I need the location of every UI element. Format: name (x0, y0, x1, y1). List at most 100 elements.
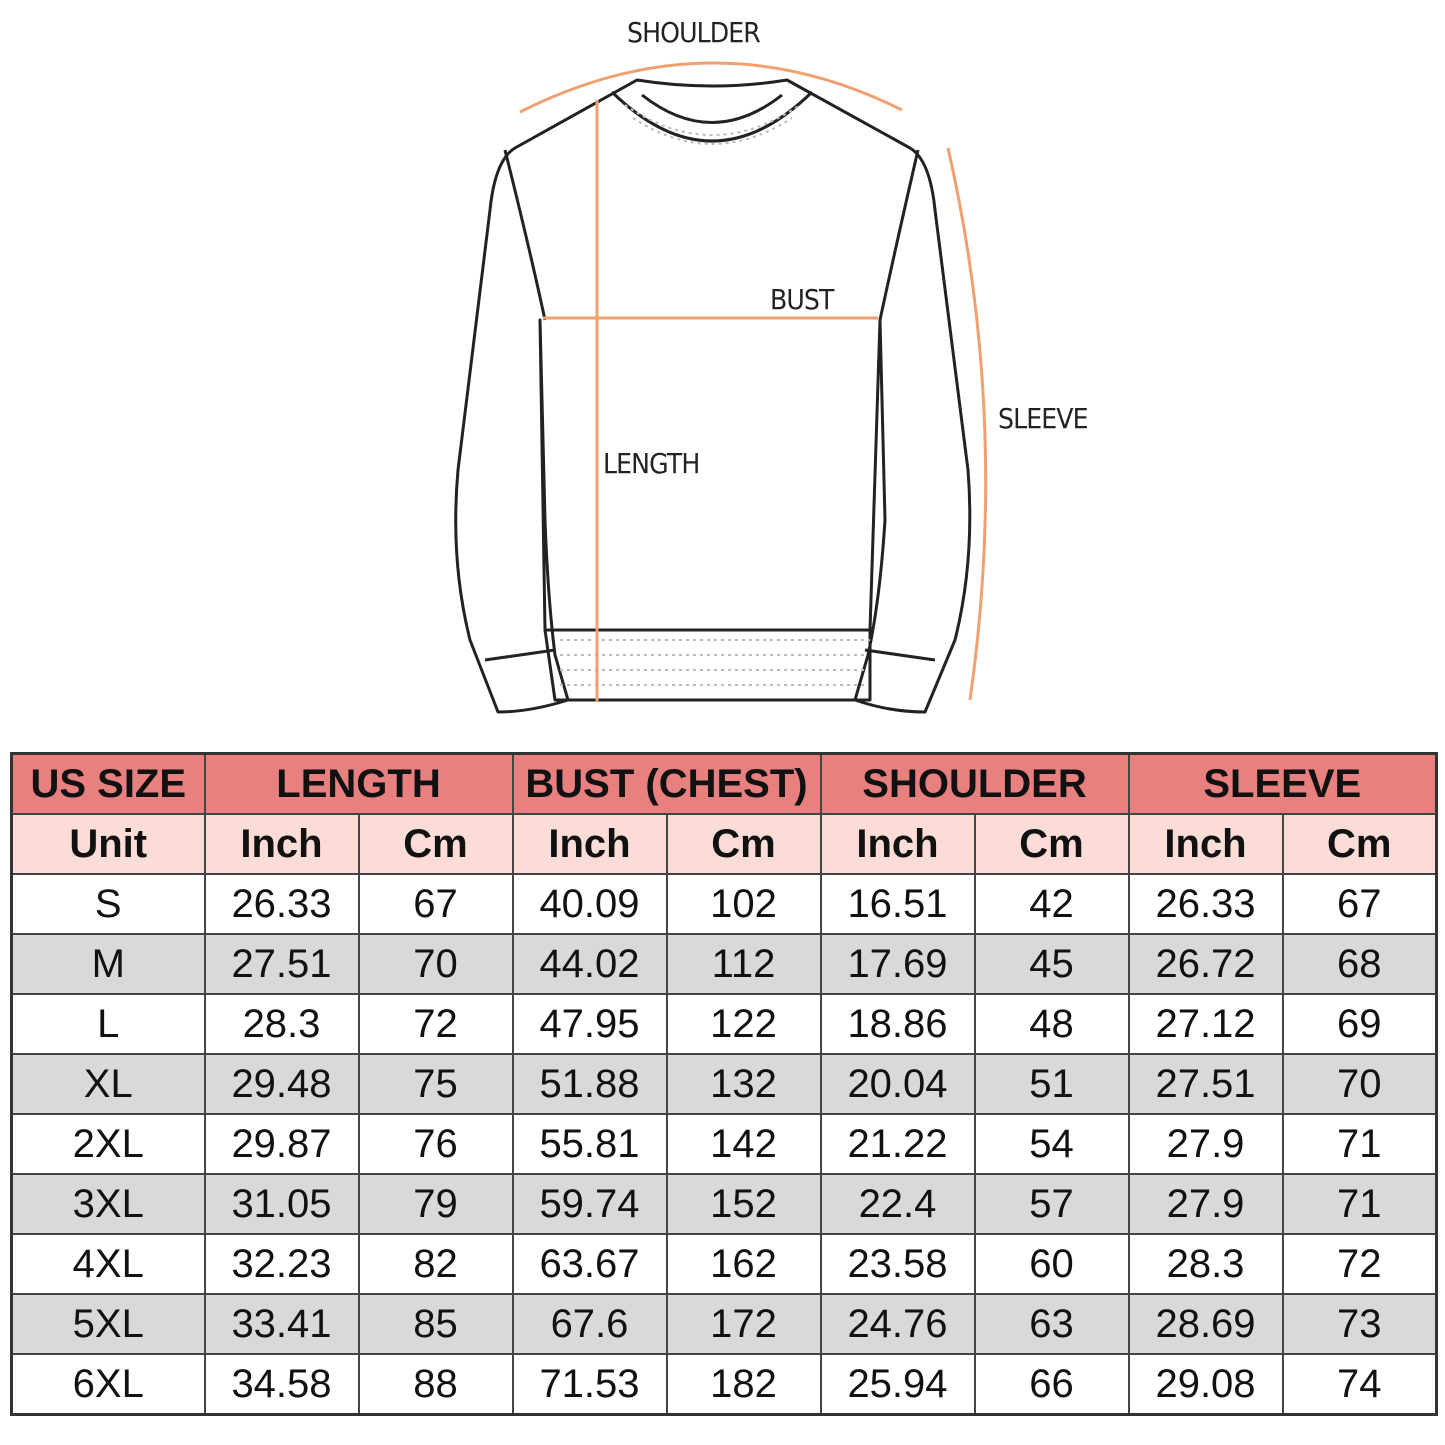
value-cell: 29.87 (203, 1113, 360, 1175)
value-cell: 18.86 (819, 993, 976, 1055)
value-cell: 71 (1281, 1173, 1438, 1235)
value-cell: 51 (973, 1053, 1130, 1115)
value-cell: 70 (357, 933, 514, 995)
value-cell: 55.81 (511, 1113, 668, 1175)
value-cell: 102 (665, 873, 822, 935)
unit-cell: Cm (1281, 813, 1438, 875)
value-cell: 29.08 (1127, 1353, 1284, 1416)
size-cell: 6XL (10, 1353, 206, 1416)
unit-cell: Inch (203, 813, 360, 875)
bust-label: BUST (770, 283, 834, 316)
value-cell: 63 (973, 1293, 1130, 1355)
value-cell: 27.51 (1127, 1053, 1284, 1115)
value-cell: 67 (357, 873, 514, 935)
value-cell: 142 (665, 1113, 822, 1175)
size-cell: 2XL (10, 1113, 206, 1175)
size-cell: L (10, 993, 206, 1055)
size-cell: S (10, 873, 206, 935)
value-cell: 88 (357, 1353, 514, 1416)
length-label: LENGTH (603, 447, 700, 480)
value-cell: 73 (1281, 1293, 1438, 1355)
value-cell: 20.04 (819, 1053, 976, 1115)
value-cell: 32.23 (203, 1233, 360, 1295)
table-row: M 27.51 70 44.02 112 17.69 45 26.72 68 (10, 933, 1438, 995)
table-row: 6XL 34.58 88 71.53 182 25.94 66 29.08 74 (10, 1353, 1438, 1416)
value-cell: 67 (1281, 873, 1438, 935)
value-cell: 17.69 (819, 933, 976, 995)
value-cell: 76 (357, 1113, 514, 1175)
unit-cell: Cm (665, 813, 822, 875)
sleeve-measure-line (946, 147, 988, 701)
sleeve-label: SLEEVE (998, 402, 1089, 435)
value-cell: 44.02 (511, 933, 668, 995)
value-cell: 45 (973, 933, 1130, 995)
value-cell: 51.88 (511, 1053, 668, 1115)
header-cell: BUST (CHEST) (511, 752, 822, 815)
size-cell: XL (10, 1053, 206, 1115)
value-cell: 66 (973, 1353, 1130, 1416)
header-cell: SLEEVE (1127, 752, 1438, 815)
size-cell: 5XL (10, 1293, 206, 1355)
header-row: US SIZE LENGTH BUST (CHEST) SHOULDER SLE… (10, 752, 1438, 815)
unit-cell: Cm (357, 813, 514, 875)
value-cell: 75 (357, 1053, 514, 1115)
header-cell: US SIZE (10, 752, 206, 815)
value-cell: 28.3 (1127, 1233, 1284, 1295)
value-cell: 28.69 (1127, 1293, 1284, 1355)
value-cell: 68 (1281, 933, 1438, 995)
value-cell: 132 (665, 1053, 822, 1115)
value-cell: 162 (665, 1233, 822, 1295)
value-cell: 21.22 (819, 1113, 976, 1175)
value-cell: 70 (1281, 1053, 1438, 1115)
value-cell: 24.76 (819, 1293, 976, 1355)
value-cell: 28.3 (203, 993, 360, 1055)
value-cell: 182 (665, 1353, 822, 1416)
header-cell: LENGTH (203, 752, 514, 815)
value-cell: 26.33 (1127, 873, 1284, 935)
value-cell: 34.58 (203, 1353, 360, 1416)
table-row: XL 29.48 75 51.88 132 20.04 51 27.51 70 (10, 1053, 1438, 1115)
value-cell: 82 (357, 1233, 514, 1295)
table-row: S 26.33 67 40.09 102 16.51 42 26.33 67 (10, 873, 1438, 935)
table-row: 5XL 33.41 85 67.6 172 24.76 63 28.69 73 (10, 1293, 1438, 1355)
value-cell: 33.41 (203, 1293, 360, 1355)
value-cell: 26.72 (1127, 933, 1284, 995)
unit-cell: Inch (511, 813, 668, 875)
value-cell: 27.51 (203, 933, 360, 995)
value-cell: 25.94 (819, 1353, 976, 1416)
value-cell: 16.51 (819, 873, 976, 935)
value-cell: 23.58 (819, 1233, 976, 1295)
value-cell: 79 (357, 1173, 514, 1235)
value-cell: 47.95 (511, 993, 668, 1055)
value-cell: 48 (973, 993, 1130, 1055)
value-cell: 57 (973, 1173, 1130, 1235)
value-cell: 63.67 (511, 1233, 668, 1295)
value-cell: 122 (665, 993, 822, 1055)
unit-cell: Cm (973, 813, 1130, 875)
value-cell: 54 (973, 1113, 1130, 1175)
shoulder-measure-line (519, 61, 903, 114)
unit-cell: Inch (1127, 813, 1284, 875)
value-cell: 69 (1281, 993, 1438, 1055)
value-cell: 71 (1281, 1113, 1438, 1175)
value-cell: 67.6 (511, 1293, 668, 1355)
size-cell: 3XL (10, 1173, 206, 1235)
unit-cell: Unit (10, 813, 206, 875)
value-cell: 27.9 (1127, 1173, 1284, 1235)
header-cell: SHOULDER (819, 752, 1130, 815)
value-cell: 74 (1281, 1353, 1438, 1416)
unit-cell: Inch (819, 813, 976, 875)
value-cell: 22.4 (819, 1173, 976, 1235)
size-cell: 4XL (10, 1233, 206, 1295)
value-cell: 27.9 (1127, 1113, 1284, 1175)
value-cell: 172 (665, 1293, 822, 1355)
table-row: 2XL 29.87 76 55.81 142 21.22 54 27.9 71 (10, 1113, 1438, 1175)
value-cell: 42 (973, 873, 1130, 935)
rib-texture (560, 104, 870, 686)
value-cell: 72 (357, 993, 514, 1055)
value-cell: 29.48 (203, 1053, 360, 1115)
shoulder-label: SHOULDER (627, 16, 761, 49)
value-cell: 71.53 (511, 1353, 668, 1416)
value-cell: 85 (357, 1293, 514, 1355)
table-row: L 28.3 72 47.95 122 18.86 48 27.12 69 (10, 993, 1438, 1055)
